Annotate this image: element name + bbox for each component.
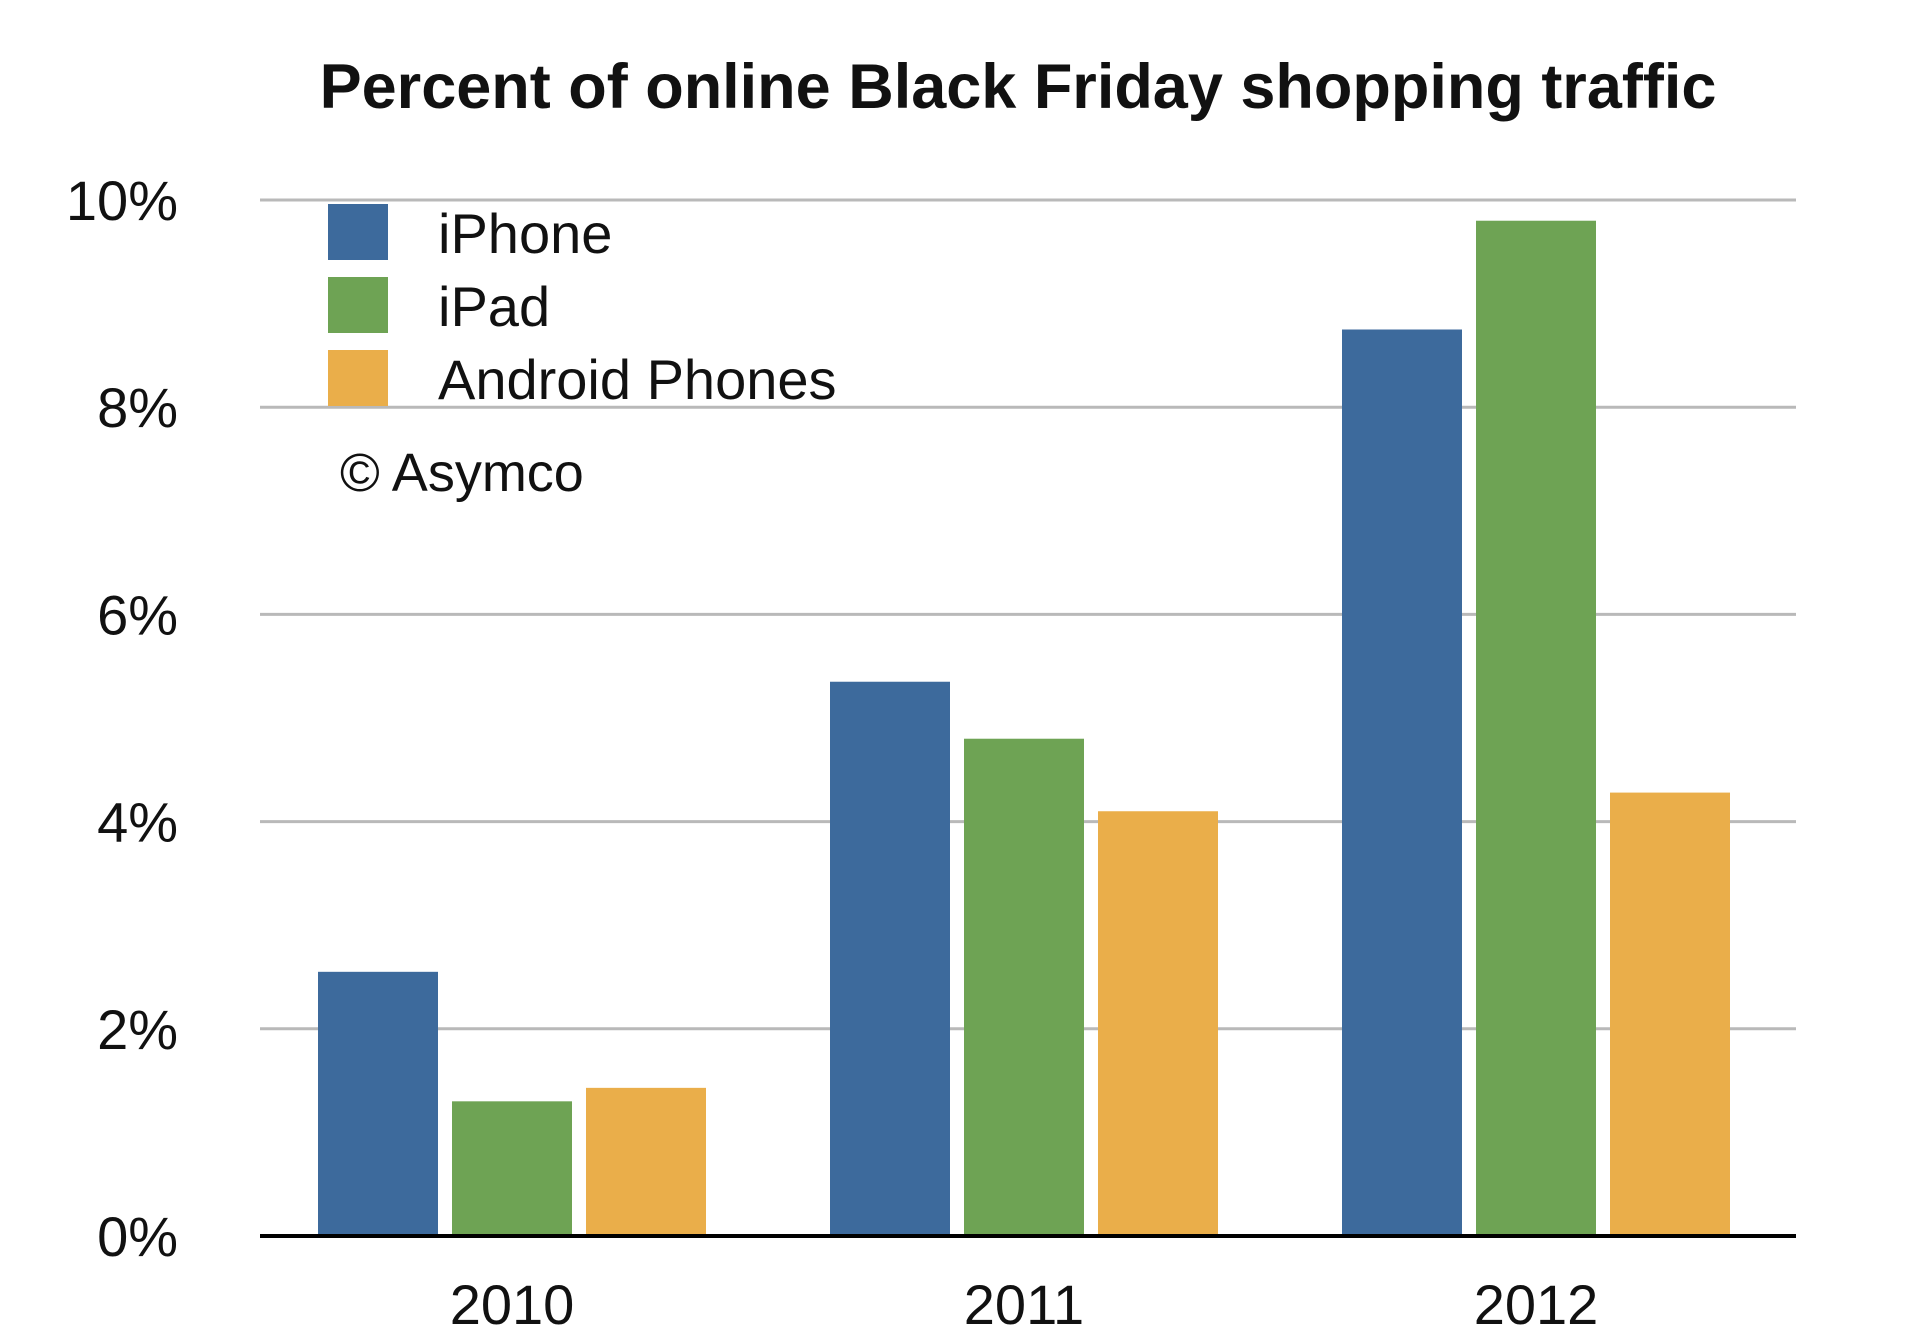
- legend-label: Android Phones: [438, 348, 837, 411]
- legend-swatch: [328, 350, 388, 406]
- bar-iphone-2012: [1342, 329, 1462, 1236]
- bar-ipad-2011: [964, 738, 1084, 1236]
- x-tick-label: 2012: [1474, 1273, 1599, 1336]
- axes: 0% 2% 4% 6% 8% 10% 2010 2011 2012: [66, 169, 1796, 1336]
- chart-title: Percent of online Black Friday shopping …: [320, 52, 1717, 122]
- bar-ipad-2012: [1476, 220, 1596, 1237]
- y-tick-label: 0%: [97, 1205, 178, 1268]
- y-tick-label: 4%: [97, 791, 178, 854]
- legend: iPhone iPad Android Phones: [328, 202, 837, 411]
- bars: [318, 220, 1730, 1237]
- legend-swatch: [328, 204, 388, 260]
- legend-label: iPhone: [438, 202, 612, 265]
- bar-iphone-2011: [830, 681, 950, 1236]
- y-tick-label: 6%: [97, 583, 178, 646]
- bar-iphone-2010: [318, 971, 438, 1236]
- copyright-annotation: © Asymco: [340, 443, 584, 503]
- bar-ipad-2010: [452, 1101, 572, 1236]
- x-tick-label: 2011: [964, 1273, 1084, 1336]
- y-tick-label: 10%: [66, 169, 178, 232]
- y-tick-label: 8%: [97, 376, 178, 439]
- y-tick-label: 2%: [97, 998, 178, 1061]
- bar-android-phones-2012: [1610, 792, 1730, 1236]
- legend-swatch: [328, 277, 388, 333]
- bar-android-phones-2010: [586, 1087, 706, 1236]
- x-tick-label: 2010: [450, 1273, 575, 1336]
- bar-android-phones-2011: [1098, 811, 1218, 1236]
- legend-label: iPad: [438, 275, 550, 338]
